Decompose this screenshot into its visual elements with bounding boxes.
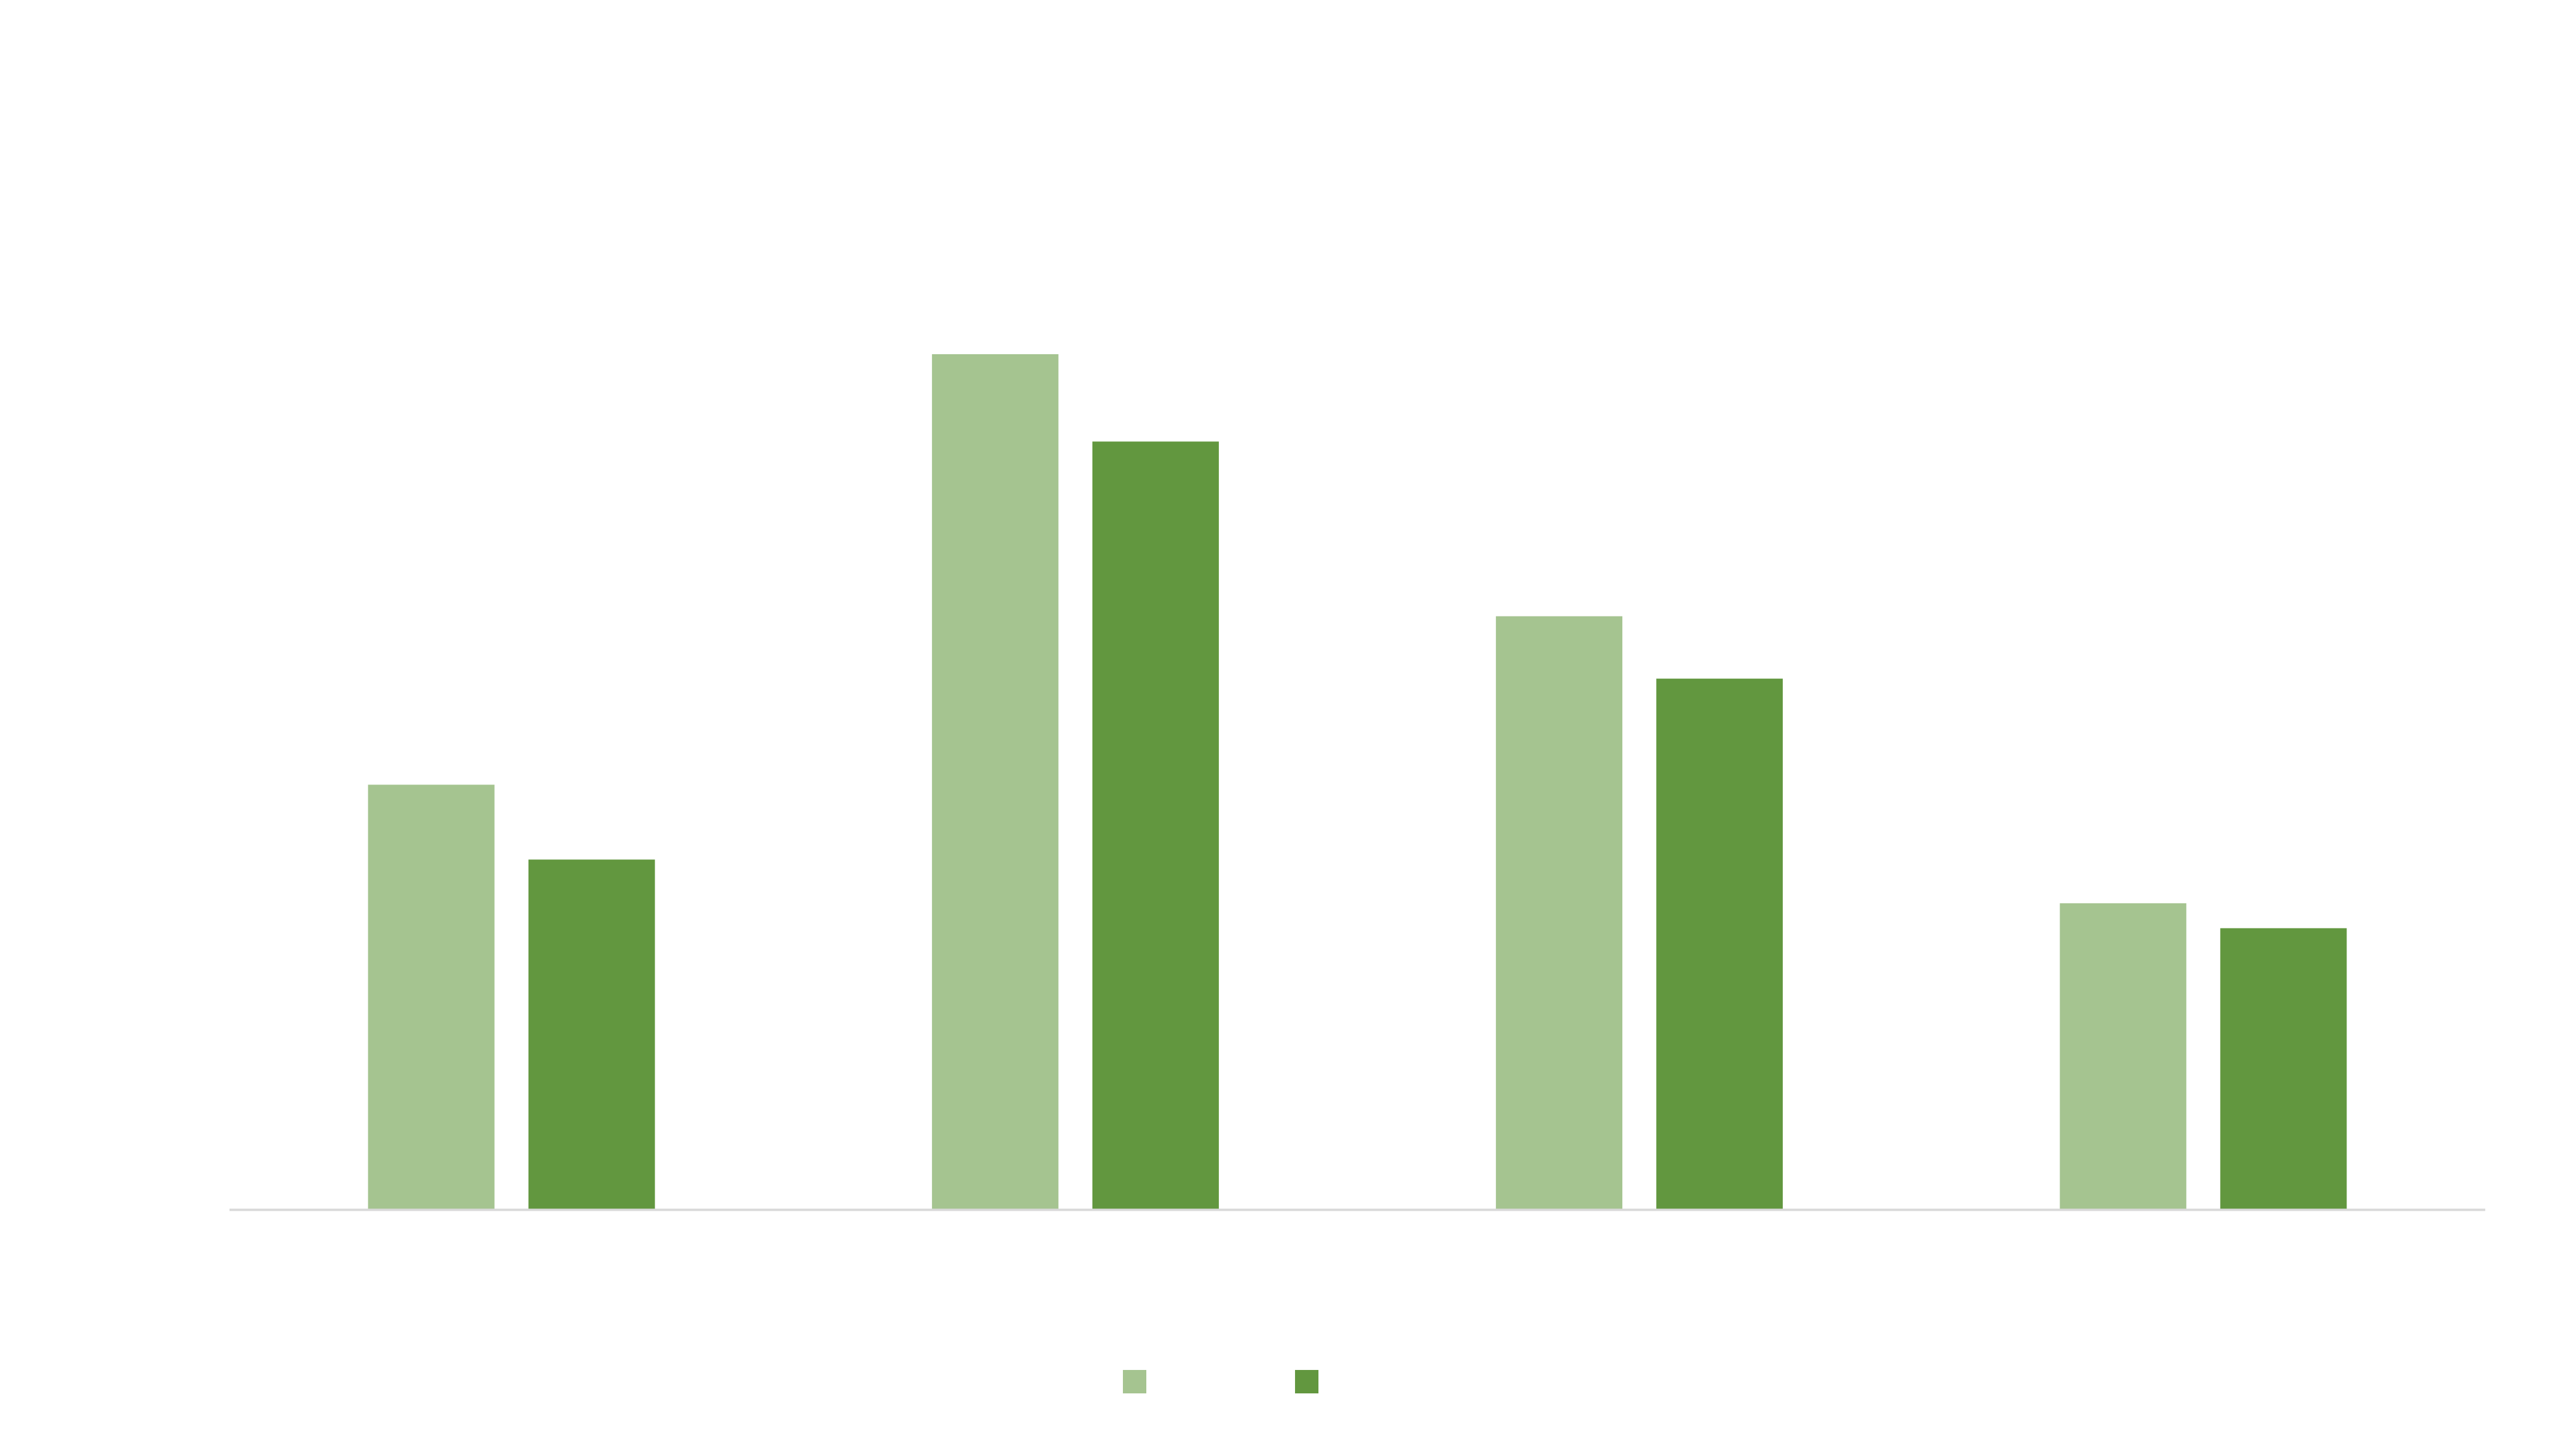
bar-series-2-category-1: [528, 859, 655, 1209]
bar-series-1-category-2: [931, 354, 1059, 1209]
legend-swatch-series-2: [1295, 1370, 1318, 1393]
bar-series-2-category-2: [1092, 441, 1219, 1210]
bar-series-1-category-4: [2060, 903, 2187, 1209]
legend-swatch-series-1: [1123, 1370, 1146, 1393]
bars-layer: [368, 354, 2347, 1210]
legend: [1123, 1370, 1318, 1393]
bar-series-2-category-4: [2220, 928, 2347, 1209]
bar-series-1-category-3: [1496, 616, 1623, 1209]
bar-series-1-category-1: [368, 785, 495, 1209]
bar-series-2-category-3: [1656, 679, 1783, 1209]
